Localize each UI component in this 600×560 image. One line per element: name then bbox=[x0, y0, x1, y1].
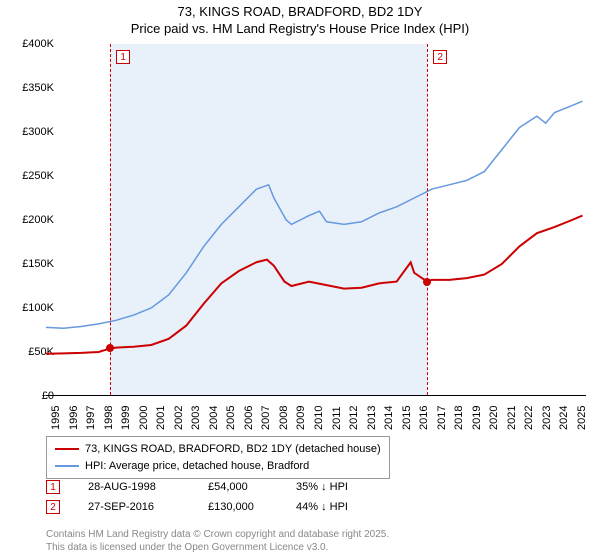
legend-item: 73, KINGS ROAD, BRADFORD, BD2 1DY (detac… bbox=[55, 441, 381, 458]
chart-legend: 73, KINGS ROAD, BRADFORD, BD2 1DY (detac… bbox=[46, 436, 390, 479]
price-chart: 12 bbox=[46, 44, 586, 396]
x-axis-tick-label: 2014 bbox=[383, 406, 395, 430]
x-axis-tick-label: 2021 bbox=[506, 406, 518, 430]
x-axis-tick-label: 2009 bbox=[295, 406, 307, 430]
legend-swatch bbox=[55, 448, 79, 450]
legend-swatch bbox=[55, 465, 79, 467]
x-axis-tick-label: 1997 bbox=[85, 406, 97, 430]
title-address: 73, KINGS ROAD, BRADFORD, BD2 1DY bbox=[0, 4, 600, 21]
footer-line: Contains HM Land Registry data © Crown c… bbox=[46, 529, 389, 542]
x-axis-tick-label: 1996 bbox=[68, 406, 80, 430]
x-axis-tick-label: 2018 bbox=[453, 406, 465, 430]
x-axis-tick-label: 2008 bbox=[278, 406, 290, 430]
x-axis-tick-label: 2017 bbox=[436, 406, 448, 430]
footer-attribution: Contains HM Land Registry data © Crown c… bbox=[46, 529, 389, 554]
legend-label: 73, KINGS ROAD, BRADFORD, BD2 1DY (detac… bbox=[85, 441, 381, 458]
sale-price: £130,000 bbox=[208, 501, 268, 513]
x-axis-tick-label: 2006 bbox=[243, 406, 255, 430]
sale-point-icon bbox=[423, 278, 431, 286]
x-axis-tick-label: 2003 bbox=[190, 406, 202, 430]
x-axis-tick-label: 2011 bbox=[331, 406, 343, 430]
x-axis-tick-label: 1998 bbox=[103, 406, 115, 430]
sale-hpi-delta: 44% ↓ HPI bbox=[296, 501, 348, 513]
sale-date: 28-AUG-1998 bbox=[88, 481, 180, 493]
sale-point-icon bbox=[106, 344, 114, 352]
title-subtitle: Price paid vs. HM Land Registry's House … bbox=[0, 21, 600, 38]
x-axis-tick-label: 2019 bbox=[471, 406, 483, 430]
x-axis-tick-label: 2022 bbox=[523, 406, 535, 430]
legend-item: HPI: Average price, detached house, Brad… bbox=[55, 458, 381, 475]
sale-row: 2 27-SEP-2016 £130,000 44% ↓ HPI bbox=[46, 500, 348, 514]
x-axis-tick-label: 2000 bbox=[138, 406, 150, 430]
sale-hpi-delta: 35% ↓ HPI bbox=[296, 481, 348, 493]
x-axis-tick-label: 2010 bbox=[313, 406, 325, 430]
x-axis-tick-label: 2004 bbox=[208, 406, 220, 430]
x-axis-tick-label: 2007 bbox=[260, 406, 272, 430]
x-axis-tick-label: 2023 bbox=[541, 406, 553, 430]
x-axis-tick-label: 2002 bbox=[173, 406, 185, 430]
sale-price: £54,000 bbox=[208, 481, 268, 493]
x-axis-tick-label: 2013 bbox=[366, 406, 378, 430]
x-axis-tick-label: 2016 bbox=[418, 406, 430, 430]
legend-label: HPI: Average price, detached house, Brad… bbox=[85, 458, 309, 475]
x-axis-tick-label: 2015 bbox=[401, 406, 413, 430]
x-axis-tick-label: 2005 bbox=[225, 406, 237, 430]
sale-row: 1 28-AUG-1998 £54,000 35% ↓ HPI bbox=[46, 480, 348, 494]
x-axis-tick-label: 2025 bbox=[576, 406, 588, 430]
footer-line: This data is licensed under the Open Gov… bbox=[46, 542, 389, 555]
x-axis-tick-label: 2012 bbox=[348, 406, 360, 430]
x-axis-tick-label: 2024 bbox=[558, 406, 570, 430]
x-axis-tick-label: 1995 bbox=[50, 406, 62, 430]
x-axis-tick-label: 2001 bbox=[155, 406, 167, 430]
sale-date: 27-SEP-2016 bbox=[88, 501, 180, 513]
x-axis-tick-label: 2020 bbox=[488, 406, 500, 430]
x-axis-tick-label: 1999 bbox=[120, 406, 132, 430]
chart-title: 73, KINGS ROAD, BRADFORD, BD2 1DY Price … bbox=[0, 0, 600, 38]
sale-marker-icon: 1 bbox=[46, 480, 60, 494]
sale-marker-icon: 2 bbox=[433, 50, 447, 64]
sale-marker-icon: 2 bbox=[46, 500, 60, 514]
sale-marker-icon: 1 bbox=[116, 50, 130, 64]
